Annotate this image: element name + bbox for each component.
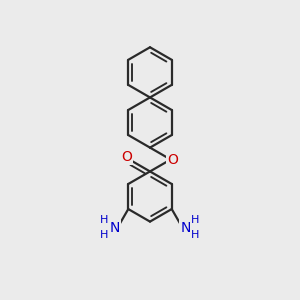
Text: H: H <box>100 230 109 240</box>
Text: H: H <box>191 215 200 225</box>
Text: O: O <box>121 150 132 164</box>
Text: O: O <box>168 152 178 167</box>
Text: N: N <box>110 220 120 235</box>
Text: H: H <box>100 215 109 225</box>
Text: N: N <box>180 220 190 235</box>
Text: H: H <box>191 230 200 240</box>
